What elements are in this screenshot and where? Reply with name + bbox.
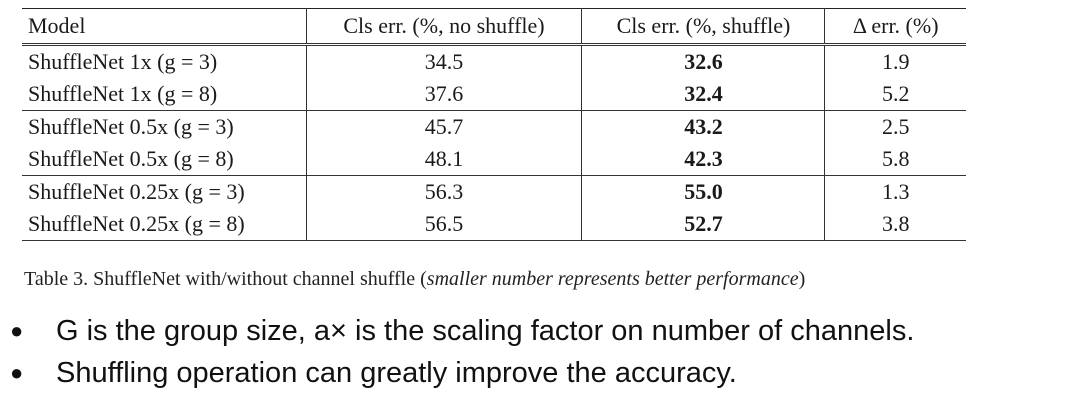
header-error-no-shuffle: Cls err. (%, no shuffle) xyxy=(306,8,583,46)
bullet-dot-icon: ● xyxy=(10,318,24,343)
cell-error-shuffle: 32.4 xyxy=(581,78,826,111)
list-item: ● G is the group size, a× is the scaling… xyxy=(10,310,914,352)
table-caption: Table 3. ShuffleNet with/without channel… xyxy=(24,268,805,291)
cell-error-no-shuffle: 48.1 xyxy=(306,143,583,176)
header-delta-error: Δ err. (%) xyxy=(824,8,966,46)
table-row: ShuffleNet 0.5x (g = 3) 45.7 43.2 2.5 xyxy=(22,110,966,143)
table-row: ShuffleNet 0.5x (g = 8) 48.1 42.3 5.8 xyxy=(22,143,966,176)
table-row: ShuffleNet 0.25x (g = 3) 56.3 55.0 1.3 xyxy=(22,175,966,208)
bullet-dot-icon: ● xyxy=(10,360,24,385)
list-item: ● Shuffling operation can greatly improv… xyxy=(10,352,914,394)
cell-error-shuffle: 32.6 xyxy=(581,44,826,78)
bullet-text: G is the group size, a× is the scaling f… xyxy=(56,315,915,347)
cell-delta-error: 5.8 xyxy=(881,146,910,171)
cell-model: ShuffleNet 0.25x (g = 8) xyxy=(22,208,307,241)
results-table-container: Model Cls err. (%, no shuffle) Cls err. … xyxy=(22,8,966,241)
table-row: ShuffleNet 1x (g = 3) 34.5 32.6 1.9 xyxy=(22,44,966,78)
caption-end: ) xyxy=(798,268,806,290)
table-row: ShuffleNet 0.25x (g = 8) 56.5 52.7 3.8 xyxy=(22,208,966,241)
table-row: ShuffleNet 1x (g = 8) 37.6 32.4 5.2 xyxy=(22,78,966,111)
cell-error-no-shuffle: 45.7 xyxy=(306,110,583,143)
cell-delta-error: 5.2 xyxy=(881,81,910,106)
cell-model: ShuffleNet 1x (g = 3) xyxy=(22,44,307,78)
cell-model: ShuffleNet 0.5x (g = 3) xyxy=(22,110,307,143)
cell-error-no-shuffle: 34.5 xyxy=(306,44,583,78)
cell-delta-error: 3.8 xyxy=(824,208,966,241)
cell-model: ShuffleNet 1x (g = 8) xyxy=(22,78,307,111)
cell-error-no-shuffle: 37.6 xyxy=(306,78,583,111)
cell-delta-error: 2.5 xyxy=(824,110,966,143)
cell-error-no-shuffle: 56.5 xyxy=(306,208,583,241)
shuffle-results-table: Model Cls err. (%, no shuffle) Cls err. … xyxy=(22,8,966,241)
cell-error-no-shuffle: 56.3 xyxy=(306,175,583,208)
cell-delta-error: 1.3 xyxy=(824,175,966,208)
caption-main: Table 3. ShuffleNet with/without channel… xyxy=(24,268,427,290)
header-error-shuffle: Cls err. (%, shuffle) xyxy=(581,8,826,46)
table-header-row: Model Cls err. (%, no shuffle) Cls err. … xyxy=(22,8,966,46)
cell-error-shuffle: 43.2 xyxy=(581,110,826,143)
cell-model: ShuffleNet 0.5x (g = 8) xyxy=(22,143,307,176)
cell-model: ShuffleNet 0.25x (g = 3) xyxy=(22,175,307,208)
caption-italic: smaller number represents better perform… xyxy=(426,268,799,290)
header-model: Model xyxy=(22,8,307,46)
cell-error-shuffle: 55.0 xyxy=(581,175,826,208)
cell-delta-error: 1.9 xyxy=(824,44,966,78)
cell-error-shuffle: 42.3 xyxy=(581,143,826,176)
bullet-text: Shuffling operation can greatly improve … xyxy=(56,357,737,389)
cell-error-shuffle: 52.7 xyxy=(581,208,826,241)
bullet-list: ● G is the group size, a× is the scaling… xyxy=(10,310,914,394)
